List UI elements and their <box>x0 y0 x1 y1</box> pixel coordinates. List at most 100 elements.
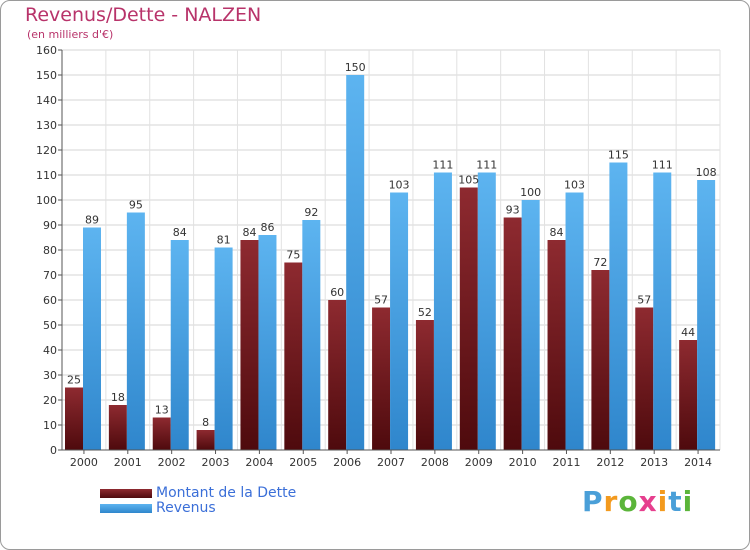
y-tick-label: 160 <box>36 44 57 57</box>
bar-debt <box>108 405 127 450</box>
y-tick-label: 150 <box>36 69 57 82</box>
bar-debt <box>372 307 391 450</box>
bar-revenue <box>697 180 716 450</box>
logo-letter: P <box>582 485 604 518</box>
logo-letter: o <box>618 485 639 518</box>
y-tick-label: 120 <box>36 144 57 157</box>
data-label-debt: 60 <box>330 286 344 299</box>
data-label-debt: 84 <box>550 226 564 239</box>
x-tick-label: 2004 <box>245 456 273 469</box>
bar-revenue <box>170 240 189 450</box>
bar-debt <box>459 187 478 450</box>
data-label-revenue: 100 <box>520 186 541 199</box>
y-tick-label: 80 <box>43 244 57 257</box>
data-label-debt: 84 <box>242 226 256 239</box>
bar-revenue <box>653 172 672 450</box>
bar-revenue <box>83 227 101 450</box>
data-label-revenue: 103 <box>389 179 410 192</box>
bar-revenue <box>302 220 321 450</box>
bar-debt <box>547 240 566 450</box>
bar-debt <box>196 430 215 450</box>
data-label-debt: 44 <box>681 326 695 339</box>
y-tick-label: 20 <box>43 394 57 407</box>
y-tick-label: 40 <box>43 344 57 357</box>
data-label-debt: 57 <box>637 294 651 307</box>
chart-subtitle: (en milliers d'€) <box>27 28 114 41</box>
bar-debt <box>679 340 698 450</box>
bar-debt <box>284 262 303 450</box>
bar-debt <box>152 417 171 450</box>
data-label-debt: 93 <box>506 204 520 217</box>
data-label-revenue: 95 <box>129 199 143 212</box>
legend-swatch-revenue <box>100 504 152 513</box>
y-tick-label: 10 <box>43 419 57 432</box>
x-tick-label: 2012 <box>596 456 624 469</box>
data-label-revenue: 84 <box>173 226 187 239</box>
y-tick-label: 50 <box>43 319 57 332</box>
data-label-revenue: 115 <box>608 149 629 162</box>
data-labels: 25 89 18 95 13 84 8 81 84 86 75 92 60 150 57 103 52 111 10… <box>67 61 717 429</box>
bars <box>65 75 716 450</box>
legend-label-debt: Montant de la Dette <box>156 485 297 501</box>
chart-title: Revenus/Dette - NALZEN <box>25 4 262 26</box>
x-tick-label: 2006 <box>333 456 361 469</box>
x-tick-label: 2010 <box>509 456 537 469</box>
x-tick-label: 2008 <box>421 456 449 469</box>
x-tick-label: 2002 <box>158 456 186 469</box>
y-tick-label: 130 <box>36 119 57 132</box>
x-tick-label: 2013 <box>640 456 668 469</box>
data-label-revenue: 103 <box>564 179 585 192</box>
x-tick-label: 2009 <box>465 456 493 469</box>
axes: 0 10 20 30 40 50 60 70 80 90 100 110 120 130 140 150 160… <box>36 44 720 469</box>
data-label-revenue: 92 <box>304 206 318 219</box>
data-label-revenue: 108 <box>696 166 717 179</box>
logo-letter: t <box>668 485 683 518</box>
data-label-revenue: 111 <box>476 159 497 172</box>
logo-letter: i <box>657 485 669 518</box>
logo-letter: x <box>638 485 658 518</box>
bar-debt <box>503 217 522 450</box>
data-label-revenue: 150 <box>345 61 366 74</box>
proxiti-logo: Proxiti <box>582 485 693 518</box>
y-tick-label: 30 <box>43 369 57 382</box>
bar-debt <box>328 300 347 450</box>
legend-label-revenue: Revenus <box>156 500 216 516</box>
y-tick-label: 70 <box>43 269 57 282</box>
bar-debt <box>635 307 654 450</box>
bar-debt <box>415 320 434 450</box>
y-tick-label: 0 <box>50 444 57 457</box>
data-label-revenue: 111 <box>652 159 673 172</box>
data-label-revenue: 81 <box>217 234 231 247</box>
logo-letter: r <box>603 485 619 518</box>
bar-debt <box>591 270 610 450</box>
data-label-debt: 72 <box>593 256 607 269</box>
logo-letter: i <box>682 485 694 518</box>
bar-revenue <box>346 75 365 450</box>
bar-revenue <box>609 162 628 450</box>
x-tick-label: 2005 <box>289 456 317 469</box>
bar-debt <box>65 387 83 450</box>
y-tick-label: 60 <box>43 294 57 307</box>
x-tick-label: 2000 <box>70 456 98 469</box>
x-tick-label: 2014 <box>684 456 712 469</box>
bar-revenue <box>477 172 496 450</box>
y-tick-label: 90 <box>43 219 57 232</box>
data-label-revenue: 86 <box>260 221 274 234</box>
data-label-revenue: 111 <box>432 159 453 172</box>
data-label-debt: 105 <box>458 174 479 187</box>
bar-revenue <box>214 247 233 450</box>
data-label-debt: 8 <box>202 416 209 429</box>
x-tick-label: 2001 <box>114 456 142 469</box>
bar-debt <box>240 240 259 450</box>
y-tick-label: 110 <box>36 169 57 182</box>
data-label-debt: 75 <box>286 249 300 262</box>
bar-revenue <box>258 235 277 450</box>
bar-revenue <box>521 200 540 450</box>
data-label-revenue: 89 <box>85 214 99 227</box>
bar-revenue <box>433 172 452 450</box>
data-label-debt: 18 <box>111 391 125 404</box>
data-label-debt: 57 <box>374 294 388 307</box>
legend-swatch-debt <box>100 489 152 498</box>
x-tick-label: 2007 <box>377 456 405 469</box>
